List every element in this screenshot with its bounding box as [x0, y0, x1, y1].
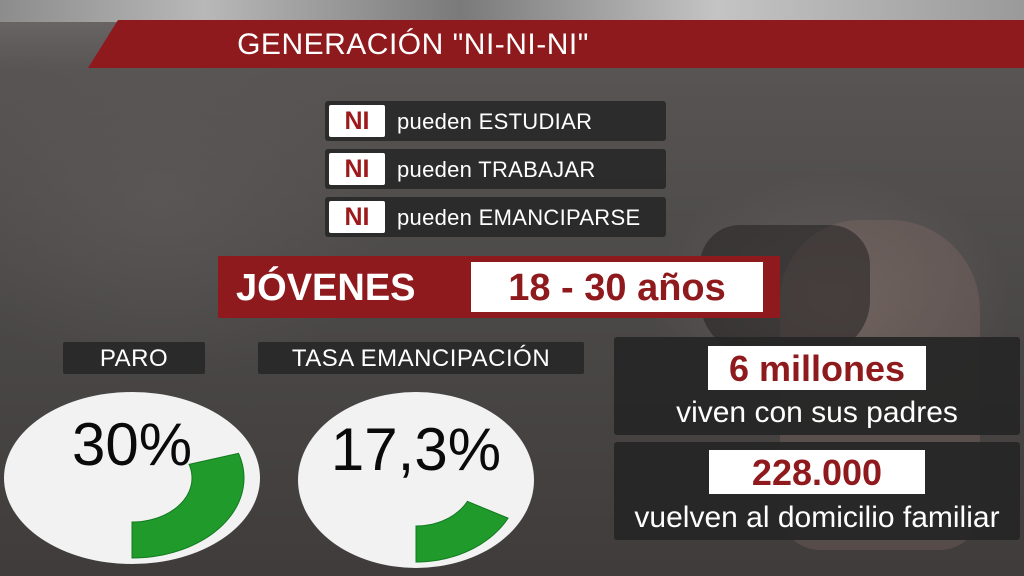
- ni-badge: NI: [329, 105, 385, 137]
- ni-badge: NI: [329, 153, 385, 185]
- jovenes-banner: JÓVENES 18 - 30 años: [218, 256, 780, 318]
- title-banner: [88, 20, 1024, 68]
- background-street-scene: [0, 0, 1024, 22]
- ni-row-text: pueden ESTUDIAR: [397, 109, 593, 134]
- gauge-arc: [415, 500, 509, 563]
- emancipacion-gauge: [298, 392, 534, 568]
- paro-label: PARO: [63, 342, 205, 374]
- stat-box-viven: 6 millones viven con sus padres: [614, 337, 1020, 435]
- emancipacion-label: TASA EMANCIPACIÓN: [258, 342, 584, 374]
- stat-value: 228.000: [709, 450, 925, 494]
- gauge-arc: [131, 452, 245, 559]
- stat-description: viven con sus padres: [676, 396, 958, 429]
- ni-row-text: pueden TRABAJAR: [397, 157, 596, 182]
- paro-gauge: [4, 392, 260, 564]
- stat-value: 6 millones: [708, 346, 926, 390]
- stat-box-vuelven: 228.000 vuelven al domicilio familiar: [614, 442, 1020, 540]
- ni-row-trabajar: NI pueden TRABAJAR: [325, 149, 666, 189]
- emancipacion-value: 17,3%: [330, 416, 502, 483]
- ni-row-estudiar: NI pueden ESTUDIAR: [325, 101, 666, 141]
- ni-badge: NI: [329, 201, 385, 233]
- jovenes-label: JÓVENES: [236, 267, 416, 309]
- stat-description: vuelven al domicilio familiar: [634, 501, 1000, 534]
- ni-row-emanciparse: NI pueden EMANCIPARSE: [325, 197, 666, 237]
- page-title: GENERACIÓN "NI-NI-NI": [237, 28, 589, 61]
- age-range-badge: 18 - 30 años: [471, 262, 763, 312]
- ni-row-text: pueden EMANCIPARSE: [397, 205, 641, 230]
- paro-value: 30%: [71, 411, 193, 478]
